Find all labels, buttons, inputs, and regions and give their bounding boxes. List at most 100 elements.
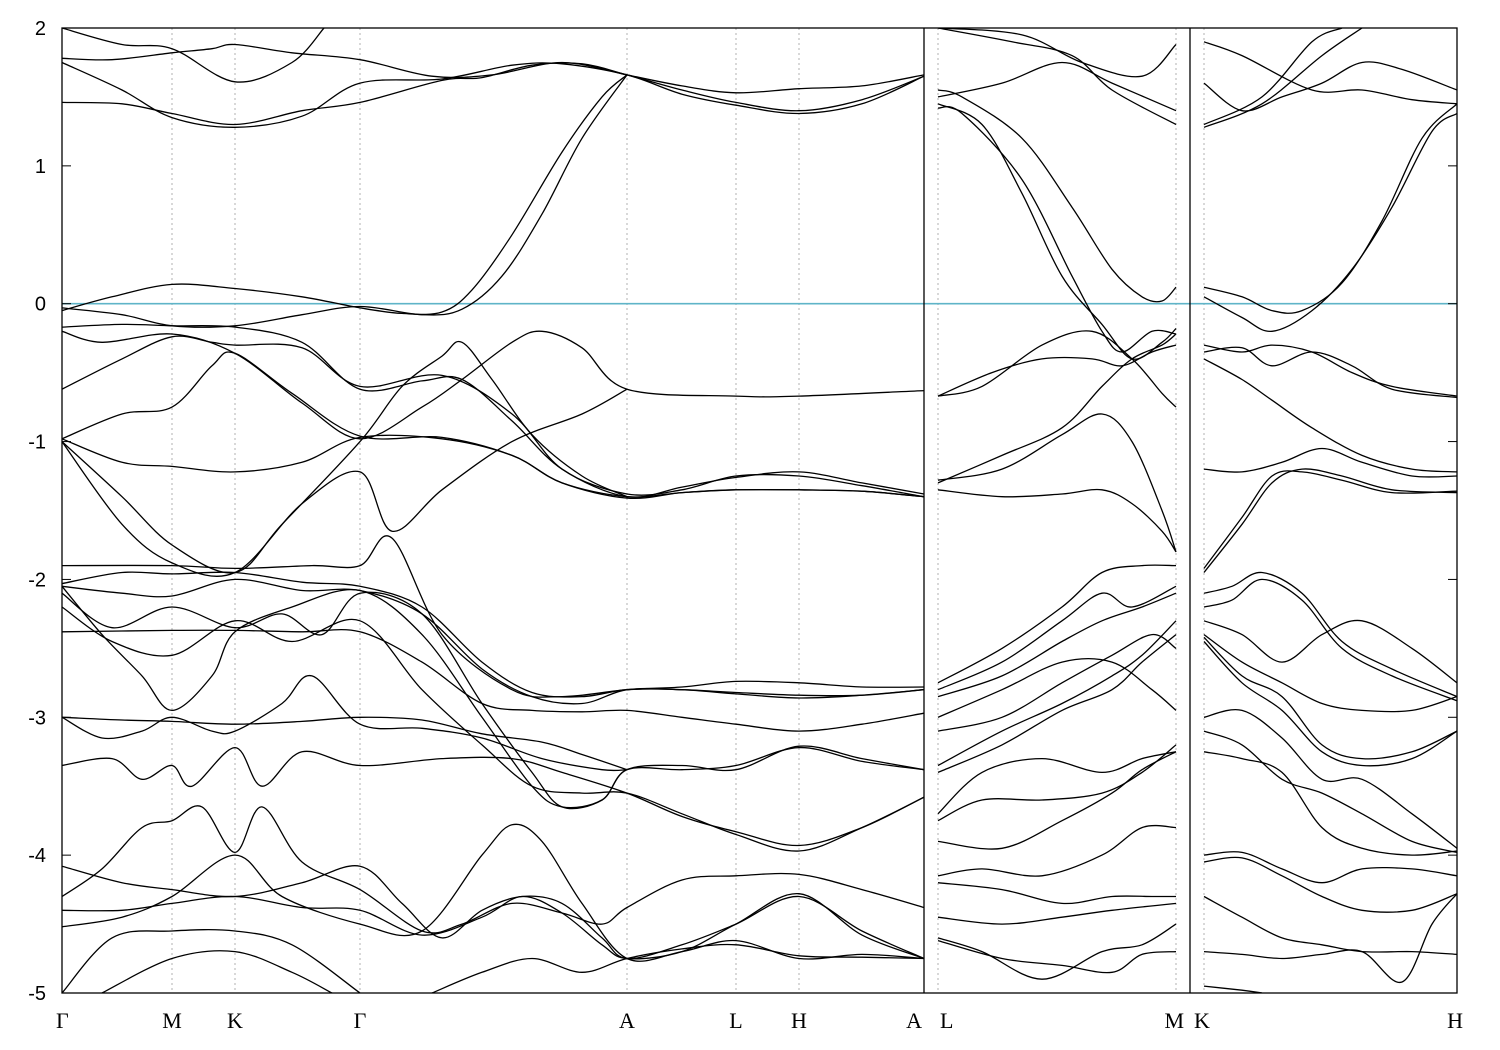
band-line <box>62 323 925 498</box>
band-line <box>1203 28 1343 126</box>
x-kpoint-label: M <box>162 1008 182 1033</box>
band-line <box>937 28 1177 126</box>
band-line <box>1203 634 1457 713</box>
x-kpoint-label: L <box>729 1008 742 1033</box>
band-line <box>1203 41 1457 105</box>
band-line <box>62 43 628 79</box>
band-line <box>937 902 1177 925</box>
band-line <box>62 893 925 960</box>
x-kpoint-label: M <box>1164 1008 1184 1033</box>
band-line <box>62 805 925 934</box>
band-line <box>62 74 628 316</box>
band-line <box>1203 751 1457 856</box>
band-line <box>62 746 925 847</box>
band-line <box>937 620 1177 767</box>
y-tick-label: 0 <box>35 294 46 316</box>
x-kpoint-label: K <box>1194 1008 1210 1033</box>
band-line <box>937 413 1177 553</box>
band-line <box>937 103 1177 360</box>
x-kpoint-label: H <box>1447 1008 1463 1033</box>
y-tick-label: 2 <box>35 18 46 40</box>
band-line <box>62 434 925 500</box>
band-line <box>62 340 628 574</box>
band-line <box>937 89 1177 303</box>
band-line <box>937 105 1177 353</box>
band-line <box>937 330 1177 408</box>
band-line <box>101 950 333 993</box>
band-line <box>62 388 628 577</box>
band-line <box>937 333 1177 484</box>
y-tick-label: -5 <box>28 983 46 1005</box>
band-line <box>62 571 925 699</box>
band-line <box>62 675 628 772</box>
x-kpoint-label: H <box>791 1008 807 1033</box>
band-line <box>937 28 1177 78</box>
band-line <box>937 564 1177 684</box>
band-line <box>937 751 1177 815</box>
band-line <box>1203 346 1457 399</box>
y-axis-ticks: -5 -4 -3 -2 -1 0 1 2 <box>28 18 1457 1005</box>
band-line <box>937 744 1177 822</box>
band-line <box>1203 28 1363 128</box>
band-line <box>62 62 925 126</box>
band-line <box>1203 636 1457 760</box>
band-line <box>62 929 361 993</box>
band-line <box>1203 470 1457 569</box>
band-line <box>62 578 925 705</box>
band-line <box>62 591 925 810</box>
band-line <box>1203 358 1457 473</box>
band-line <box>1203 641 1457 767</box>
band-line <box>62 585 925 809</box>
y-tick-label: 1 <box>35 156 46 178</box>
band-line <box>937 61 1177 112</box>
band-line <box>937 585 1177 691</box>
band-line <box>62 716 628 771</box>
x-kpoint-label: Γ <box>56 1008 69 1033</box>
band-line <box>1203 578 1457 702</box>
band-line <box>937 824 1177 877</box>
band-line <box>937 658 1177 718</box>
bands-layer <box>62 28 1457 993</box>
band-line <box>62 330 925 440</box>
band-line <box>937 939 1177 974</box>
band-line <box>937 923 1177 980</box>
band-line <box>1203 851 1457 884</box>
band-line <box>1203 468 1457 573</box>
band-line <box>937 488 1177 553</box>
band-line <box>1203 571 1457 698</box>
band-line <box>937 882 1176 905</box>
band-line <box>1203 61 1457 112</box>
band-line <box>62 606 925 852</box>
band-line <box>1203 708 1457 849</box>
y-tick-label: -3 <box>28 707 46 729</box>
x-kpoint-label: Γ <box>354 1008 367 1033</box>
y-tick-label: -4 <box>28 845 46 867</box>
band-line <box>937 633 1177 732</box>
band-line <box>1203 856 1457 913</box>
plot-frame-layer <box>61 27 1458 994</box>
band-line <box>62 28 325 83</box>
band-line <box>937 592 1177 698</box>
band-line <box>62 61 925 128</box>
band-line <box>1203 112 1457 332</box>
band-line <box>1203 893 1457 983</box>
band-line <box>1203 730 1457 854</box>
x-kpoint-label: A <box>619 1008 635 1033</box>
y-tick-label: -2 <box>28 569 46 591</box>
x-kpoint-label: L <box>940 1008 953 1033</box>
band-line <box>62 823 925 962</box>
band-line <box>937 344 1177 397</box>
band-line <box>1203 447 1457 478</box>
band-line <box>1203 619 1457 684</box>
x-kpoint-label: K <box>227 1008 243 1033</box>
y-tick-label: -1 <box>28 432 46 454</box>
x-kpoint-label: A <box>906 1008 922 1033</box>
band-line <box>626 74 925 94</box>
band-line <box>62 535 925 698</box>
plot-frame <box>61 27 1458 994</box>
band-line <box>431 943 925 993</box>
band-line <box>937 751 1177 850</box>
